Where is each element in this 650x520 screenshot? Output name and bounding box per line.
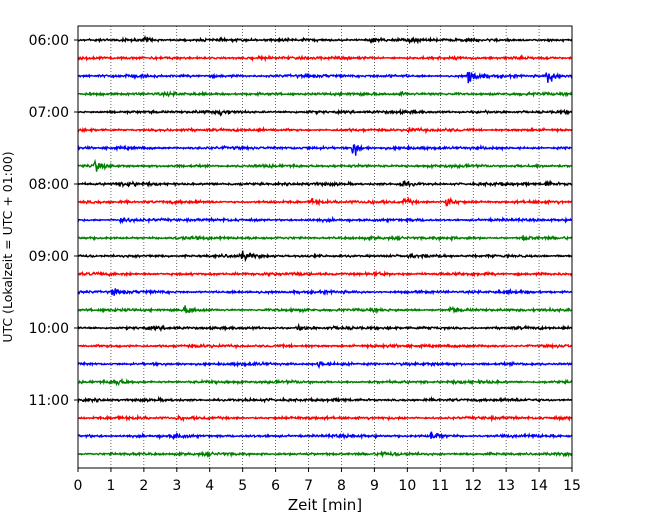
- x-tick-label-8: 8: [337, 478, 346, 494]
- trace-row-12: [77, 250, 573, 263]
- x-axis-ticks: 0 1 2 3 4 5 6 7 8 9 10 11 12 13 14 15: [74, 468, 581, 494]
- y-tick-label-11:00: 11:00: [29, 393, 69, 409]
- trace-row-23: [77, 450, 573, 459]
- x-tick-label-6: 6: [271, 478, 280, 494]
- trace-row-3: [77, 90, 573, 99]
- x-axis-label: Zeit [min]: [288, 496, 362, 514]
- trace-row-7: [77, 158, 573, 172]
- trace-row-16: [77, 322, 573, 333]
- y-axis-ticks: 06:00 07:00 08:00 09:00 10:00 11:00: [29, 33, 78, 409]
- trace-row-18: [77, 360, 573, 370]
- trace-row-14: [77, 287, 573, 296]
- trace-row-2: [77, 71, 573, 84]
- trace-row-15: [77, 305, 573, 315]
- x-tick-label-9: 9: [370, 478, 379, 494]
- trace-row-6: [77, 143, 573, 156]
- plot-area: [78, 26, 572, 468]
- x-tick-label-7: 7: [304, 478, 313, 494]
- x-tick-label-0: 0: [74, 478, 83, 494]
- trace-row-8: [77, 179, 573, 189]
- trace-row-0: [77, 35, 573, 45]
- y-axis-label: UTC (Lokalzeit = UTC + 01:00): [0, 151, 15, 342]
- x-tick-label-15: 15: [563, 478, 581, 494]
- trace-row-9: [77, 196, 573, 207]
- plot-frame: [77, 25, 573, 469]
- trace-row-11: [77, 234, 573, 243]
- x-tick-label-12: 12: [464, 478, 482, 494]
- y-tick-label-10:00: 10:00: [29, 321, 69, 337]
- trace-row-5: [77, 126, 573, 135]
- trace-row-1: [77, 53, 573, 63]
- y-tick-label-06:00: 06:00: [29, 33, 69, 49]
- trace-row-19: [77, 377, 573, 387]
- x-tick-label-11: 11: [431, 478, 449, 494]
- y-tick-label-09:00: 09:00: [29, 249, 69, 265]
- trace-row-10: [77, 215, 573, 225]
- x-tick-label-10: 10: [398, 478, 416, 494]
- trace-row-21: [77, 413, 573, 423]
- trace-row-17: [77, 342, 573, 350]
- x-tick-label-2: 2: [139, 478, 148, 494]
- trace-row-13: [77, 269, 573, 279]
- x-tick-label-14: 14: [530, 478, 548, 494]
- y-tick-label-07:00: 07:00: [29, 105, 69, 121]
- seismic-traces: [77, 35, 573, 459]
- x-tick-label-1: 1: [106, 478, 115, 494]
- trace-row-20: [77, 395, 573, 404]
- trace-row-22: [77, 431, 573, 441]
- x-tick-label-13: 13: [497, 478, 515, 494]
- trace-row-4: [77, 108, 573, 117]
- x-tick-label-4: 4: [205, 478, 214, 494]
- x-tick-label-3: 3: [172, 478, 181, 494]
- y-tick-label-08:00: 08:00: [29, 177, 69, 193]
- x-tick-label-5: 5: [238, 478, 247, 494]
